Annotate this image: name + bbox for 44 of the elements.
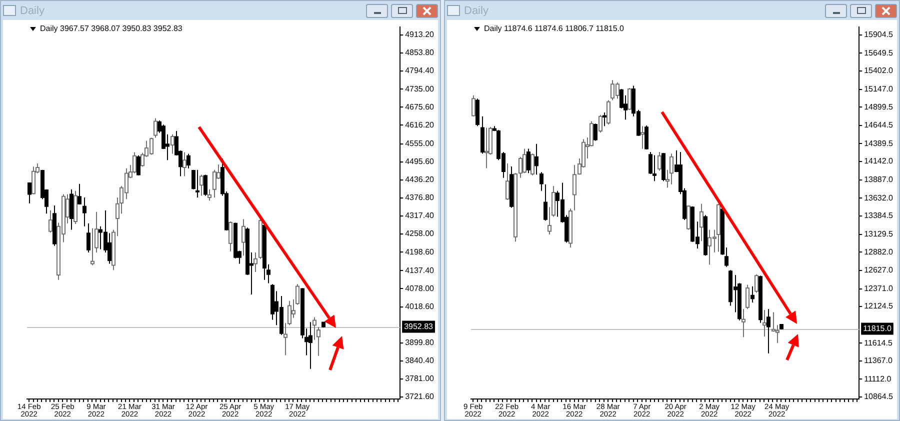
y-tick-label: 4078.00 bbox=[405, 284, 435, 293]
chart-subtitle: Daily 3967.57 3968.07 3950.83 3952.83 bbox=[40, 24, 182, 33]
y-tick-label: 13632.0 bbox=[864, 193, 894, 202]
ref-line-label: 11815.0 bbox=[863, 324, 892, 333]
y-tick-label: 14142.0 bbox=[864, 156, 894, 166]
y-tick-label: 11367.0 bbox=[864, 356, 893, 366]
y-tick-label: 10864.5 bbox=[864, 392, 894, 402]
y-tick-label: 3840.40 bbox=[405, 356, 435, 366]
y-tick-label: 14644.5 bbox=[864, 120, 894, 130]
y-tick-label: 11112.0 bbox=[864, 374, 892, 384]
y-tick-label: 4018.60 bbox=[405, 302, 435, 311]
y-tick-label: 12882.0 bbox=[864, 247, 894, 256]
y-tick-label: 4853.80 bbox=[405, 48, 435, 58]
y-tick-label: 4137.40 bbox=[405, 266, 435, 275]
y-tick-label: 15147.0 bbox=[864, 84, 894, 94]
y-tick-label: 13384.5 bbox=[864, 211, 894, 220]
y-tick-label: 3899.80 bbox=[405, 338, 435, 348]
chart-subtitle: Daily 11874.6 11874.6 11806.7 11815.0 bbox=[484, 24, 624, 33]
y-tick-label: 12627.0 bbox=[864, 266, 894, 275]
y-tick-label: 3721.60 bbox=[405, 392, 435, 402]
y-tick-label: 4616.20 bbox=[405, 120, 435, 130]
y-tick-label: 4555.00 bbox=[405, 138, 435, 148]
y-tick-label: 4675.60 bbox=[405, 102, 435, 112]
y-tick-label: 4317.40 bbox=[405, 211, 435, 220]
y-tick-label: 15649.5 bbox=[864, 48, 894, 58]
ref-line-label: 3952.83 bbox=[404, 322, 434, 331]
y-tick-label: 12371.0 bbox=[864, 284, 894, 293]
y-tick-label: 4376.80 bbox=[405, 193, 435, 202]
y-tick-label: 11614.5 bbox=[864, 338, 893, 348]
y-tick-label: 15402.0 bbox=[864, 66, 894, 76]
y-tick-label: 3781.00 bbox=[405, 374, 435, 384]
y-tick-label: 4198.60 bbox=[405, 247, 435, 256]
y-tick-label: 13887.0 bbox=[864, 175, 894, 184]
y-tick-label: 15904.5 bbox=[864, 30, 894, 40]
y-tick-label: 14899.5 bbox=[864, 102, 894, 112]
y-tick-label: 4735.00 bbox=[405, 84, 435, 94]
y-tick-label: 12124.5 bbox=[864, 302, 894, 311]
y-tick-label: 14389.5 bbox=[864, 138, 894, 148]
y-tick-label: 4436.20 bbox=[405, 175, 435, 184]
y-tick-label: 4794.40 bbox=[405, 66, 435, 76]
y-tick-label: 4258.00 bbox=[405, 229, 435, 238]
y-tick-label: 13129.5 bbox=[864, 229, 894, 238]
y-tick-label: 4495.60 bbox=[405, 157, 435, 166]
y-tick-label: 4913.20 bbox=[405, 30, 435, 40]
